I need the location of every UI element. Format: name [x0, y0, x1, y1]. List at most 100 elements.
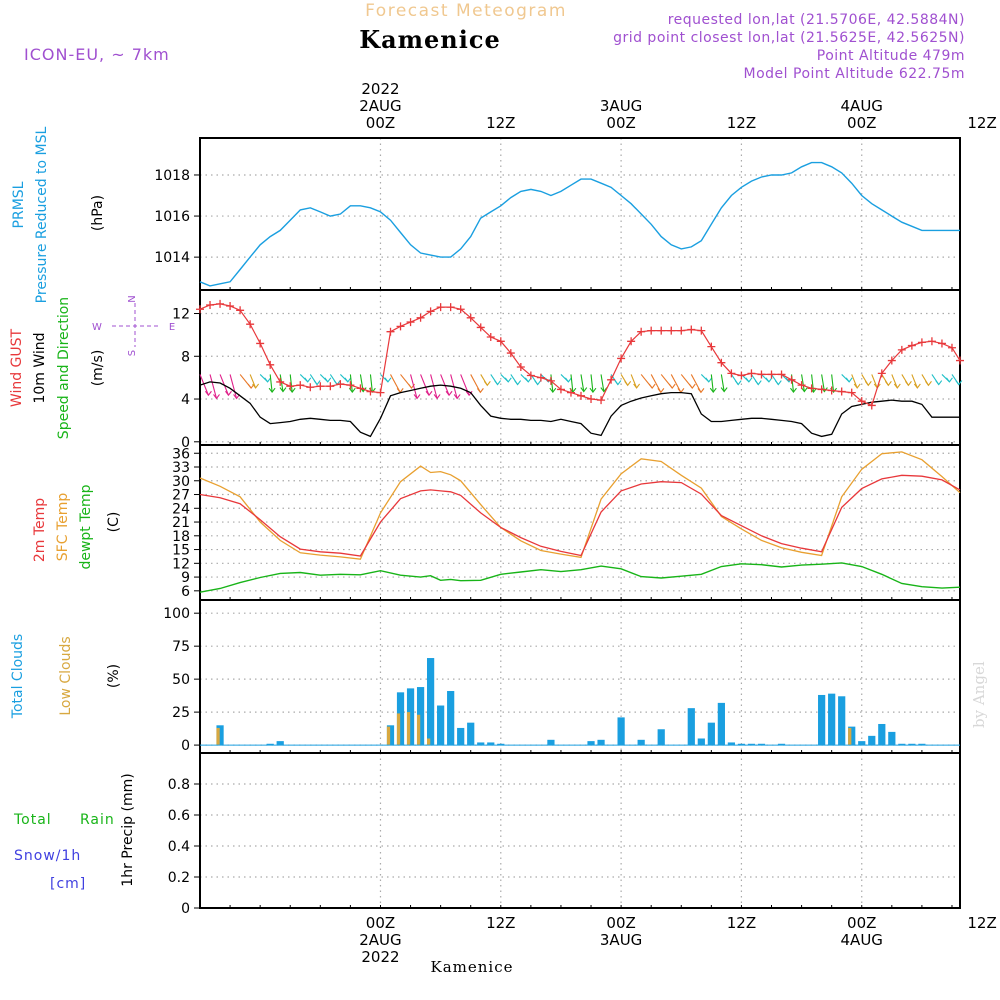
total-cloud-bar — [707, 722, 715, 746]
wind-label-speed-dir: Speed and Direction — [56, 297, 72, 439]
wind-arrowhead — [304, 377, 312, 383]
total-cloud-bar — [898, 743, 906, 746]
wind-arrowhead — [344, 377, 352, 383]
gust-marker — [456, 305, 465, 314]
prmsl-line — [199, 161, 960, 287]
gust-marker — [196, 305, 204, 314]
gust-marker — [266, 360, 275, 369]
gust-marker — [867, 401, 876, 410]
compass-n: N — [127, 295, 138, 302]
total-cloud-bar — [828, 693, 836, 746]
low-cloud-bar — [406, 712, 411, 746]
wind-label-unit: (m/s) — [90, 350, 106, 387]
watermark: by Angel — [970, 661, 988, 728]
gust-marker — [727, 369, 736, 378]
gust-marker — [466, 313, 475, 322]
precip-ytick-label: 0.4 — [168, 839, 190, 855]
wind-arrowhead — [225, 390, 232, 397]
wind-arrow — [199, 374, 209, 396]
time-label: 3AUG — [600, 97, 642, 115]
temperature-ytick-label: 6 — [181, 584, 190, 600]
gust-marker — [827, 386, 836, 395]
compass-s: S — [127, 350, 138, 356]
time-label: 2AUG — [359, 931, 401, 949]
precip-ytick-label: 0 — [181, 901, 190, 917]
wind-arrowhead — [955, 380, 963, 386]
gust-marker — [336, 380, 345, 389]
gust-marker — [536, 373, 545, 382]
pressure-ytick-label: 1016 — [154, 209, 190, 225]
wind-arrowhead — [614, 380, 622, 386]
gust-marker — [837, 387, 846, 396]
wind-arrow — [570, 374, 574, 393]
time-label: 12Z — [967, 914, 996, 932]
wind-arrowhead — [348, 387, 356, 394]
time-label: 12Z — [486, 914, 515, 932]
gust-marker — [216, 299, 225, 308]
gust-marker — [687, 325, 696, 334]
wind-arrowhead — [697, 388, 705, 394]
wind-arrowhead — [925, 380, 932, 387]
total-cloud-bar — [727, 742, 736, 746]
wind-arrowhead — [853, 383, 861, 389]
wind-arrowhead — [268, 387, 276, 394]
wind-arrow — [911, 374, 918, 389]
wind-arrow — [590, 374, 594, 393]
gust-marker — [757, 370, 766, 379]
temp-label-sfc: SFC Temp — [55, 493, 71, 562]
wind-arrow — [811, 374, 815, 393]
wind-arrowhead — [504, 377, 512, 383]
gust-marker — [476, 323, 485, 332]
total-cloud-bar — [266, 743, 274, 746]
wind-arrow — [851, 374, 858, 389]
gust-marker — [637, 327, 646, 336]
wind-arrow — [369, 374, 373, 393]
gust-marker — [296, 381, 305, 390]
total-cloud-bar — [888, 731, 896, 746]
gust-marker — [506, 349, 515, 358]
time-label: 2022 — [361, 80, 399, 98]
wind-arrowhead — [384, 377, 392, 383]
temperature-ytick-label: 36 — [172, 446, 190, 462]
wind-arrowhead — [252, 383, 260, 389]
clouds-label-total: Total Clouds — [10, 634, 26, 719]
temperature-ytick-label: 15 — [172, 543, 190, 559]
total-cloud-bar — [717, 702, 725, 746]
total-cloud-bar — [757, 743, 766, 746]
gust-marker — [627, 337, 636, 346]
total-cloud-bar — [406, 688, 415, 746]
time-label: 4AUG — [841, 931, 883, 949]
wind-arrow — [209, 374, 218, 399]
wind-arrowhead — [720, 387, 728, 393]
total-cloud-bar — [777, 743, 786, 746]
wind-arrowhead — [765, 377, 773, 383]
temp-label-unit: (C) — [106, 512, 122, 533]
wind-label-10m: 10m Wind — [32, 332, 48, 403]
wind-arrowhead — [445, 390, 453, 397]
wind-arrow — [720, 374, 725, 392]
gust-marker — [647, 326, 656, 335]
gust-marker — [587, 395, 596, 404]
gust-marker — [917, 338, 926, 347]
gust-marker — [956, 356, 964, 365]
gust-marker — [426, 307, 435, 316]
wind-arrowhead — [213, 394, 220, 400]
gust-marker — [617, 354, 626, 363]
low-cloud-bar — [416, 714, 421, 746]
compass-w: W — [92, 322, 102, 333]
gust-marker — [797, 381, 806, 390]
wind-direction-arrows — [199, 374, 963, 400]
gust-marker — [747, 369, 756, 378]
total-cloud-bar — [587, 741, 595, 746]
precip-label-rain: Rain — [80, 812, 115, 828]
total-cloud-bar — [416, 687, 425, 746]
temperature-labels: 2m Temp SFC Temp dewpt Temp (C) — [32, 484, 122, 569]
time-label: 12Z — [727, 914, 756, 932]
gust-marker — [206, 300, 215, 309]
time-label: 12Z — [727, 114, 756, 132]
gust-marker — [376, 388, 385, 397]
precip-label-cm: [cm] — [50, 876, 86, 892]
gust-marker — [496, 337, 505, 346]
temperature-ytick-label: 24 — [172, 501, 190, 517]
